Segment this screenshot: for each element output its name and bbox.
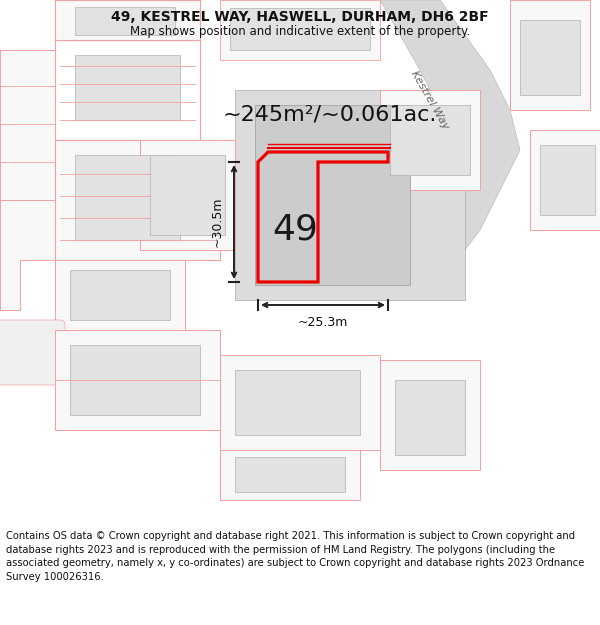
Polygon shape (55, 40, 200, 140)
Text: Map shows position and indicative extent of the property.: Map shows position and indicative extent… (130, 26, 470, 39)
Bar (75, 55, 180, 120)
Bar (235, 90, 465, 300)
Bar (230, 8, 370, 50)
Polygon shape (510, 0, 590, 110)
Text: 49, KESTREL WAY, HASWELL, DURHAM, DH6 2BF: 49, KESTREL WAY, HASWELL, DURHAM, DH6 2B… (111, 10, 489, 24)
Bar (235, 370, 360, 435)
Polygon shape (55, 260, 185, 330)
Bar (75, 7, 175, 35)
Polygon shape (140, 140, 235, 250)
Polygon shape (55, 0, 200, 40)
Polygon shape (220, 355, 380, 450)
Polygon shape (530, 130, 600, 230)
Bar (520, 20, 580, 95)
Bar (255, 105, 410, 285)
Bar (540, 145, 595, 215)
Text: Contains OS data © Crown copyright and database right 2021. This information is : Contains OS data © Crown copyright and d… (6, 531, 584, 582)
FancyBboxPatch shape (0, 320, 65, 385)
Bar (395, 380, 465, 455)
Text: 49: 49 (272, 213, 318, 247)
Bar (70, 270, 170, 320)
Bar (75, 155, 180, 240)
Polygon shape (380, 90, 480, 190)
Polygon shape (0, 200, 55, 310)
Polygon shape (0, 50, 55, 200)
Polygon shape (55, 140, 220, 260)
Bar (235, 457, 345, 492)
Text: Kestrel Way: Kestrel Way (409, 69, 451, 131)
Polygon shape (380, 360, 480, 470)
Polygon shape (380, 0, 520, 290)
Text: ~30.5m: ~30.5m (211, 197, 224, 248)
Bar (70, 345, 200, 415)
Polygon shape (220, 0, 380, 60)
Text: ~25.3m: ~25.3m (298, 316, 348, 329)
Bar (150, 155, 225, 235)
Polygon shape (55, 330, 220, 430)
Text: ~245m²/~0.061ac.: ~245m²/~0.061ac. (223, 105, 437, 125)
Polygon shape (220, 450, 360, 500)
Bar (390, 105, 470, 175)
